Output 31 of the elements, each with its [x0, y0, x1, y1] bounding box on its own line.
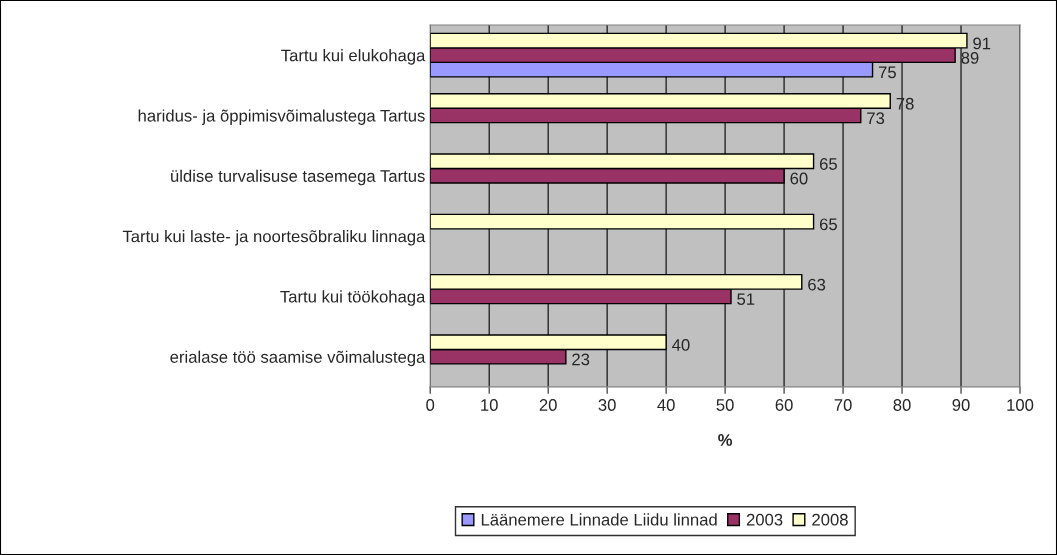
x-tick-label: 20	[539, 399, 557, 411]
data-label: 63	[808, 278, 826, 291]
y-tick-label: Tartu kui laste- ja noortesõbraliku linnaga	[122, 230, 426, 246]
x-tick-label: 60	[775, 399, 793, 411]
data-label: 65	[819, 218, 837, 231]
y-tick-label: üldise turvalisuse tasemega Tartus	[171, 169, 425, 186]
x-tick-label: 50	[716, 399, 734, 411]
x-tick-label: 100	[1007, 399, 1034, 411]
legend-label: 2008	[812, 513, 848, 526]
y-tick-label: erialase töö saamise võimalustega	[170, 350, 426, 367]
data-label: 51	[737, 293, 755, 306]
data-label: 60	[790, 172, 808, 185]
legend-label: Läänemere Linnade Liidu linnad	[481, 513, 717, 526]
x-tick-label: 40	[657, 399, 675, 411]
y-tick-label: Tartu kui töökohaga	[280, 290, 426, 306]
data-label: 91	[973, 37, 991, 50]
data-label: 23	[572, 353, 590, 366]
data-label: 40	[672, 339, 690, 351]
x-tick-label: 90	[952, 399, 970, 411]
legend-label: 2003	[746, 513, 783, 526]
x-tick-label: 10	[481, 399, 498, 411]
x-axis-title: %	[718, 434, 733, 446]
x-tick-label: 0	[426, 399, 435, 411]
x-tick-label: 80	[893, 399, 911, 411]
y-tick-label: haridus- ja õppimisvõimalustega Tartus	[138, 109, 425, 125]
data-label: 65	[819, 158, 837, 170]
x-tick-label: 30	[598, 399, 616, 411]
data-label: 75	[878, 66, 896, 79]
x-tick-label: 70	[834, 399, 852, 411]
data-label: 73	[867, 112, 885, 125]
y-tick-label: Tartu kui elukohaga	[281, 49, 426, 65]
